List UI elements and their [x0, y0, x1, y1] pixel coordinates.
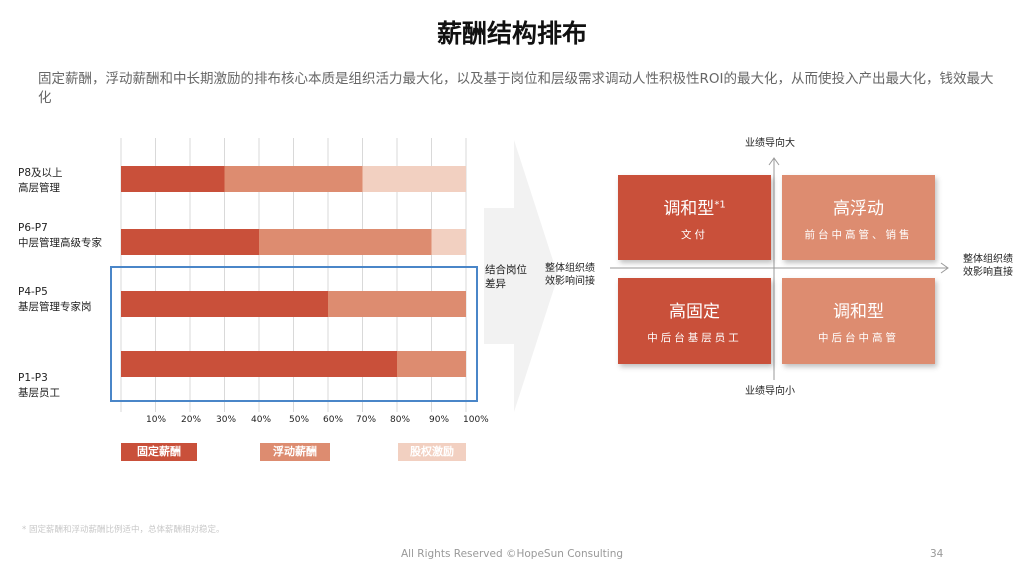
- quadrant-subtitle: 文付: [681, 228, 708, 241]
- x-tick-label: 30%: [216, 415, 237, 425]
- quadrant-title-text: 调和型: [663, 198, 715, 219]
- quadrant-title: 调和型: [833, 302, 884, 322]
- row-code: P4-P5: [18, 286, 48, 298]
- page-title: 薪酬结构排布: [436, 19, 587, 48]
- footnote: * 固定薪酬和浮动薪酬比例适中，总体薪酬相对稳定。: [22, 525, 225, 535]
- row-label-p1: P1-P3 基层员工: [18, 371, 60, 401]
- quadrant-bottom-right: 调和型 中后台中高管: [782, 278, 935, 364]
- page-number: 34: [930, 548, 944, 560]
- x-tick-label: 80%: [390, 415, 411, 425]
- axis-label-left: 整体组织绩 效影响间接: [545, 263, 595, 287]
- quadrant-title: 高固定: [669, 302, 720, 322]
- bar-segment-equity: [362, 166, 466, 192]
- legend-floating-salary: 浮动薪酬: [260, 443, 330, 461]
- quadrant-top-left: 调和型*1 文付: [618, 175, 771, 260]
- x-tick-label: 100%: [463, 415, 489, 425]
- row-code: P1-P3: [18, 372, 48, 384]
- row-desc: 基层员工: [18, 387, 60, 399]
- bar-segment-floating: [259, 229, 432, 255]
- row-label-p8: P8及以上 高层管理: [18, 166, 63, 196]
- legend-equity-incentive: 股权激励: [398, 443, 466, 461]
- salary-structure-chart: [120, 138, 467, 412]
- bar-segment-equity: [431, 229, 466, 255]
- x-tick-label: 10%: [146, 415, 167, 425]
- quadrant-subtitle: 中后台中高管: [818, 332, 899, 344]
- annotation-label: 结合岗位 差异: [485, 264, 527, 290]
- x-tick-label: 50%: [289, 415, 310, 425]
- quadrant-subtitle: 前台中高管、销售: [804, 228, 913, 241]
- quadrant-title: 高浮动: [833, 198, 884, 219]
- bar-segment-fixed: [121, 166, 225, 192]
- bar-segment-floating: [328, 291, 466, 317]
- legend-fixed-salary: 固定薪酬: [121, 443, 197, 461]
- bar-segment-fixed: [121, 229, 259, 255]
- quadrant-top-right: 高浮动 前台中高管、销售: [782, 175, 935, 260]
- row-label-p6: P6-P7 中层管理高级专家: [18, 221, 102, 251]
- bar-segment-fixed: [121, 291, 328, 317]
- axis-label-right: 整体组织绩 效影响直接: [963, 254, 1013, 278]
- axis-label-bottom: 业绩导向小: [745, 386, 795, 397]
- right-arrow-shape: [484, 140, 558, 412]
- bar-segment-floating: [224, 166, 363, 192]
- row-label-p4: P4-P5 基层管理专家岗: [18, 285, 92, 315]
- bar-segment-floating: [397, 351, 466, 377]
- row-code: P6-P7: [18, 222, 48, 234]
- x-tick-label: 60%: [323, 415, 344, 425]
- x-tick-label: 90%: [429, 415, 450, 425]
- x-tick-label: 20%: [181, 415, 202, 425]
- row-desc: 高层管理: [18, 182, 60, 194]
- bar-segment-fixed: [121, 351, 397, 377]
- row-desc: 基层管理专家岗: [18, 301, 92, 313]
- quadrant-title: 调和型*1: [663, 194, 725, 219]
- copyright-text: All Rights Reserved ©HopeSun Consulting: [400, 548, 624, 560]
- axis-label-top: 业绩导向大: [745, 138, 795, 149]
- x-tick-label: 40%: [251, 415, 272, 425]
- matrix-axes: [610, 157, 949, 380]
- page-subtitle: 固定薪酬，浮动薪酬和中长期激励的排布核心本质是组织活力最大化，以及基于岗位和层级…: [38, 71, 994, 106]
- highlight-box: [110, 266, 478, 402]
- footnote-marker: *1: [714, 198, 726, 210]
- quadrant-subtitle: 中后台基层员工: [647, 332, 742, 344]
- row-desc: 中层管理高级专家: [18, 237, 102, 249]
- quadrant-bottom-left: 高固定 中后台基层员工: [618, 278, 771, 364]
- row-code: P8及以上: [18, 167, 63, 179]
- x-tick-label: 70%: [356, 415, 377, 425]
